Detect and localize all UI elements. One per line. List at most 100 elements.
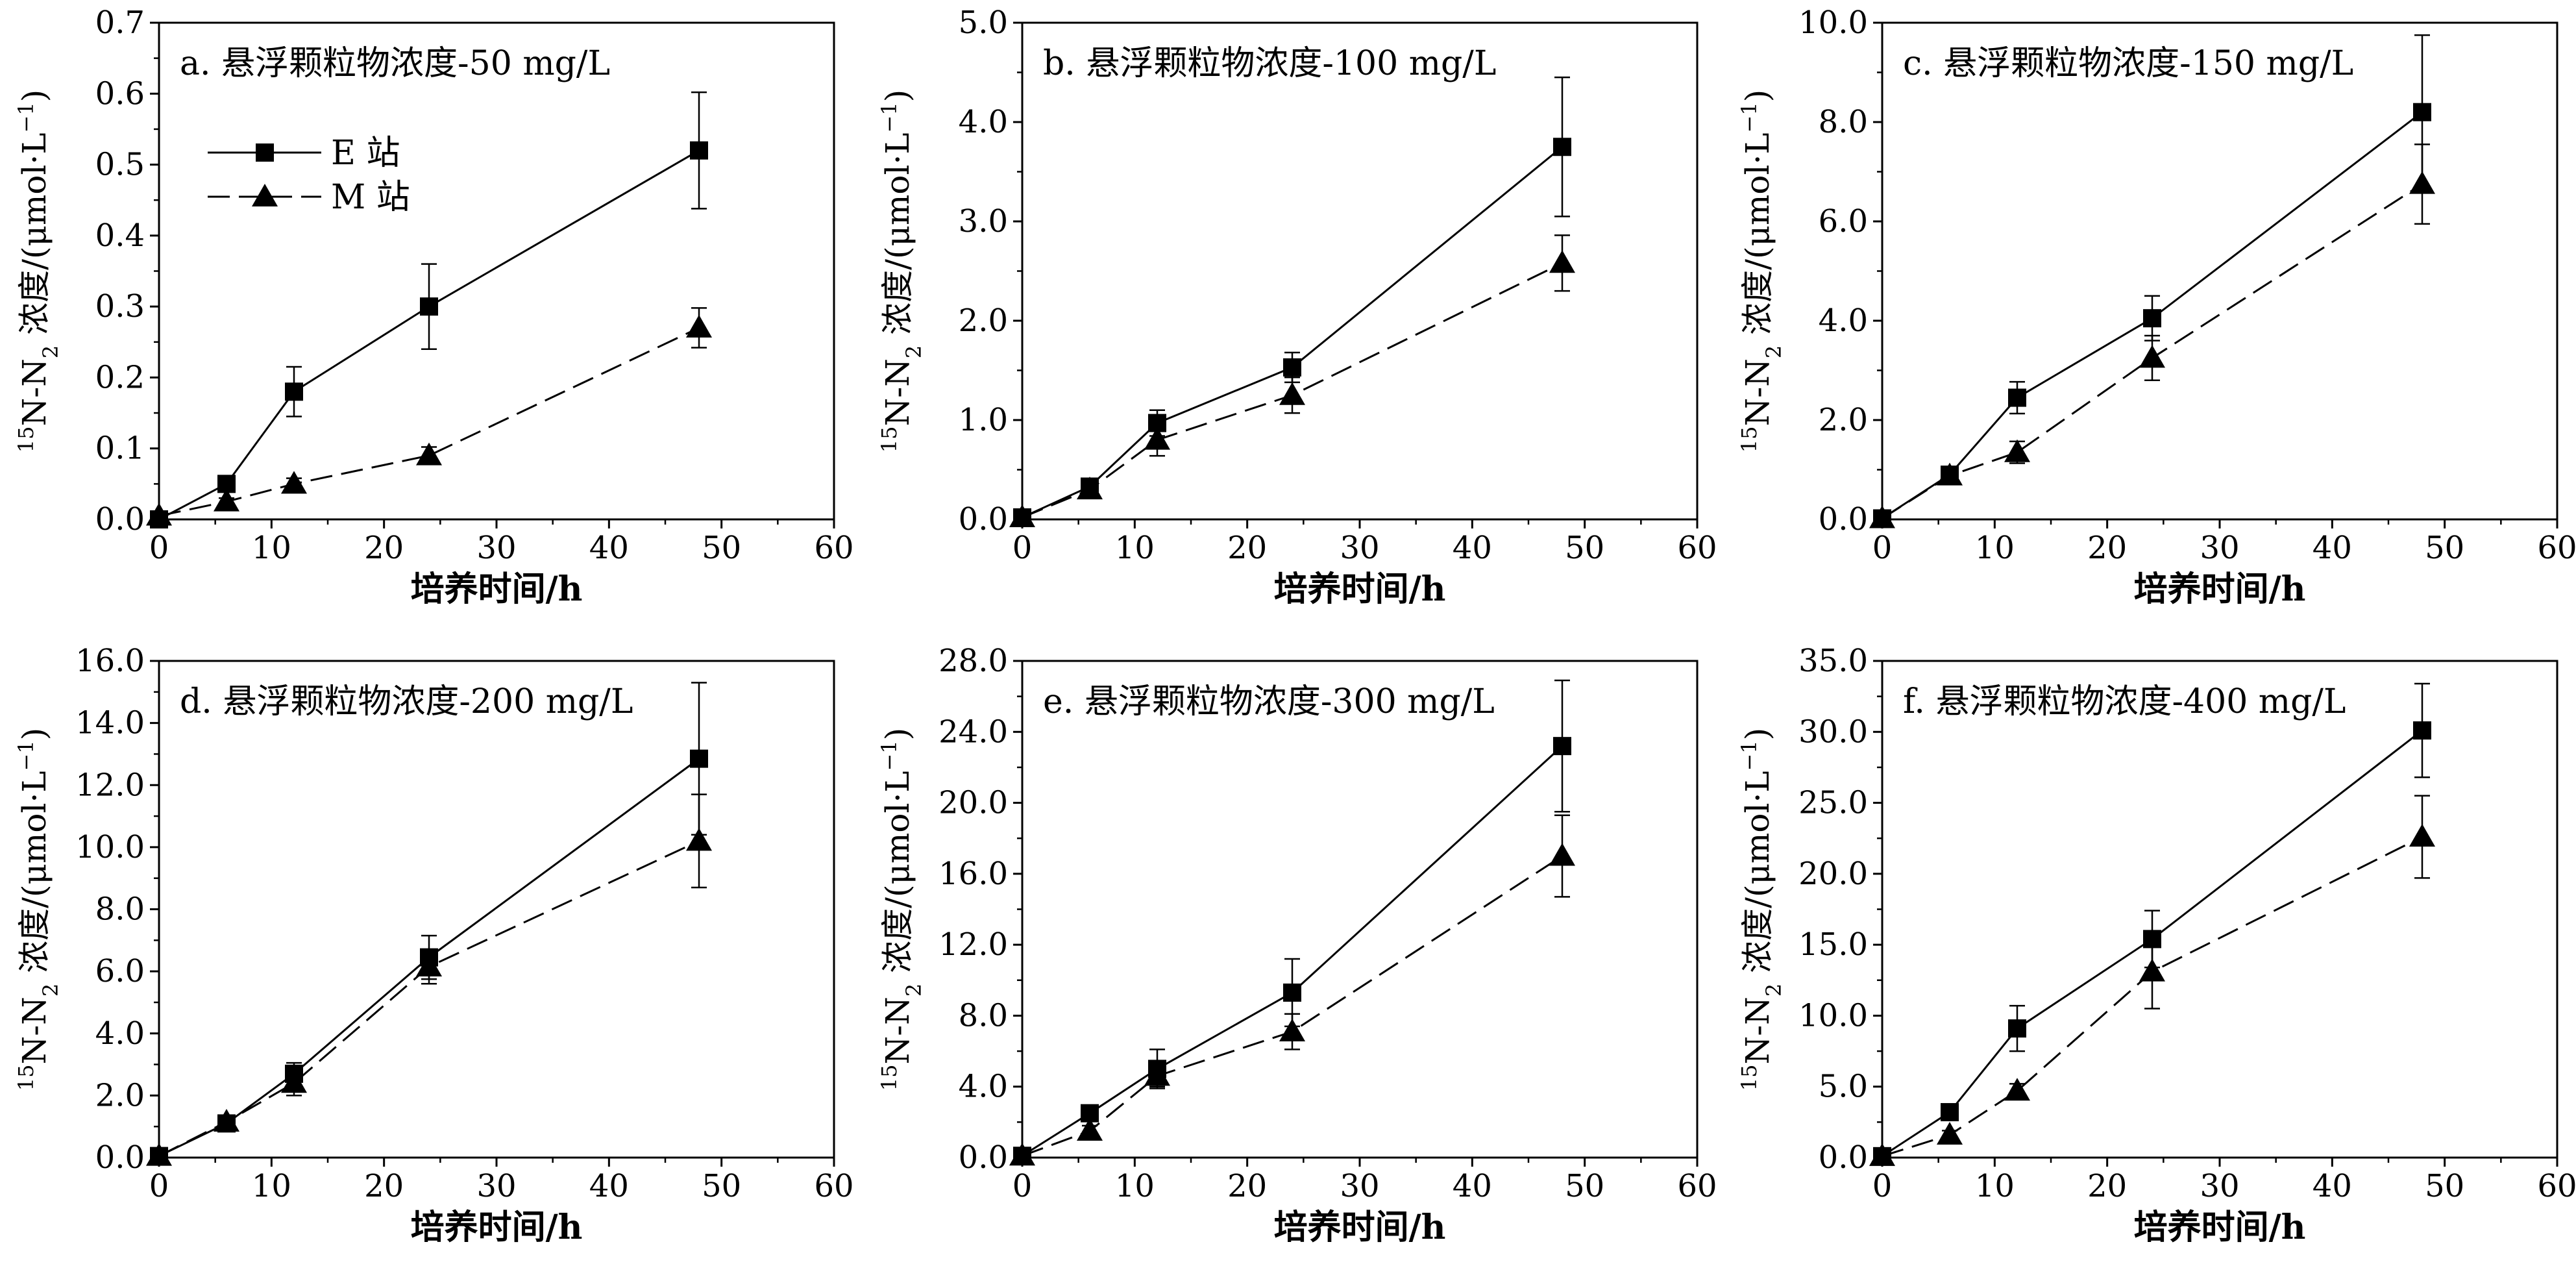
y-tick-label: 6.0: [1819, 203, 1868, 240]
data-point-triangle: [1549, 843, 1575, 866]
y-axis-label: 15N-N2 浓度/(μmol·L−1): [877, 728, 926, 1091]
y-axis-label: 15N-N2 浓度/(μmol·L−1): [14, 90, 63, 453]
y-tick-label: 10.0: [75, 829, 145, 865]
x-tick-label: 60: [814, 1168, 853, 1204]
x-tick-label: 10: [1975, 1168, 2015, 1204]
y-tick-label: 20.0: [1798, 856, 1868, 892]
data-point-triangle: [281, 1070, 307, 1093]
data-point-square: [690, 749, 708, 768]
y-axis-label: 15N-N2 浓度/(μmol·L−1): [14, 728, 63, 1091]
x-tick-label: 20: [2087, 530, 2127, 566]
x-tick-label: 40: [2312, 1168, 2352, 1204]
x-tick-label: 0: [1012, 1168, 1033, 1204]
x-tick-label: 20: [1227, 530, 1267, 566]
y-tick-label: 2.0: [1819, 402, 1868, 438]
y-axis-label: 15N-N2 浓度/(μmol·L−1): [1737, 728, 1786, 1091]
x-tick-label: 0: [149, 530, 169, 566]
data-point-triangle: [2409, 171, 2435, 194]
plot-frame: [158, 21, 835, 521]
data-point-triangle: [2004, 1078, 2030, 1101]
x-tick-label: 50: [702, 530, 741, 566]
y-tick-label: 28.0: [938, 643, 1008, 679]
y-tick-label: 2.0: [959, 303, 1008, 339]
y-tick-label: 20.0: [938, 785, 1008, 821]
x-tick-label: 0: [1872, 530, 1893, 566]
y-tick-label: 35.0: [1798, 643, 1868, 679]
x-tick-label: 50: [2425, 1168, 2464, 1204]
x-tick-label: 10: [1975, 530, 2015, 566]
data-point-triangle: [146, 503, 172, 526]
x-tick-label: 50: [1565, 530, 1604, 566]
y-axis-label: 15N-N2 浓度/(μmol·L−1): [1737, 90, 1786, 453]
y-tick-label: 0.0: [959, 501, 1008, 538]
data-point-square: [1283, 983, 1301, 1002]
legend: E 站 M 站: [208, 134, 410, 217]
x-tick-label: 30: [476, 1168, 516, 1204]
x-axis-label: 培养时间/h: [1274, 1208, 1446, 1247]
legend-marker-triangle: [252, 184, 278, 206]
y-tick-label: 16.0: [938, 856, 1008, 892]
data-point-square: [2008, 1019, 2026, 1038]
data-point-triangle: [214, 488, 239, 512]
data-point-square: [2143, 309, 2161, 328]
data-point-triangle: [1279, 1019, 1305, 1042]
y-tick-label: 0.0: [95, 1139, 145, 1176]
y-tick-label: 0.0: [959, 1139, 1008, 1176]
series-line-square: [1022, 745, 1564, 1157]
x-tick-label: 0: [149, 1168, 169, 1204]
data-point-square: [2413, 721, 2431, 740]
legend-marker-square: [256, 143, 274, 162]
plot-frame: [1021, 21, 1699, 521]
x-tick-label: 50: [702, 1168, 741, 1204]
x-tick-label: 40: [589, 1168, 629, 1204]
data-point-square: [1283, 358, 1301, 377]
panel-title: d. 悬浮颗粒物浓度-200 mg/L: [180, 682, 633, 721]
x-tick-label: 30: [1340, 1168, 1379, 1204]
series-line-square: [1022, 146, 1563, 519]
data-point-triangle: [2004, 439, 2030, 462]
y-tick-label: 4.0: [959, 104, 1008, 140]
x-tick-label: 60: [1677, 530, 1717, 566]
data-point-triangle: [1549, 250, 1575, 273]
y-tick-label: 12.0: [938, 926, 1008, 963]
y-tick-label: 6.0: [95, 953, 145, 989]
legend-label: E 站: [331, 134, 400, 173]
y-tick-label: 8.0: [1819, 104, 1868, 140]
y-tick-label: 24.0: [938, 714, 1008, 750]
data-point-triangle: [1077, 1118, 1103, 1141]
data-point-triangle: [214, 1109, 239, 1132]
data-point-square: [2413, 103, 2431, 121]
y-tick-label: 30.0: [1798, 714, 1868, 750]
panel-c: 0 10 20 30 40 50 60 0.0 2.0 4.0 6.0 8.0 10.0 培养时间/h 15…: [1737, 5, 2576, 609]
panel-b: 0 10 20 30 40 50 60 0.0 1.0 2.0 3.0 4.0 5.0 培养时间/h 15N…: [877, 5, 1717, 609]
x-tick-label: 20: [364, 530, 404, 566]
series-line-triangle: [1882, 183, 2423, 519]
x-tick-label: 60: [2537, 530, 2576, 566]
y-tick-label: 0.6: [95, 75, 145, 112]
x-tick-label: 20: [364, 1168, 404, 1204]
y-tick-label: 1.0: [959, 402, 1008, 438]
series-line-triangle: [158, 327, 700, 517]
y-tick-label: 12.0: [75, 767, 145, 803]
x-tick-label: 20: [2087, 1168, 2127, 1204]
y-tick-label: 0.5: [95, 147, 145, 183]
y-tick-label: 0.3: [95, 288, 145, 325]
x-tick-label: 10: [1115, 530, 1155, 566]
data-point-square: [285, 382, 303, 401]
data-point-triangle: [1009, 1143, 1035, 1166]
y-tick-label: 0.4: [95, 217, 145, 254]
data-point-square: [690, 141, 708, 160]
x-tick-label: 40: [2312, 530, 2352, 566]
y-tick-label: 10.0: [1798, 997, 1868, 1034]
y-tick-label: 5.0: [959, 5, 1008, 41]
data-point-triangle: [1009, 504, 1035, 527]
x-axis-label: 培养时间/h: [411, 569, 583, 609]
x-tick-label: 10: [1115, 1168, 1155, 1204]
x-tick-label: 50: [2425, 530, 2464, 566]
x-tick-label: 40: [1453, 530, 1492, 566]
panel-a: 0 10 20 30 40 50 60 0.0 0.1 0.2 0.3 0.4 0.5 0.6 0.7 培养时…: [14, 5, 854, 609]
y-tick-label: 8.0: [95, 891, 145, 928]
data-point-triangle: [416, 953, 442, 976]
